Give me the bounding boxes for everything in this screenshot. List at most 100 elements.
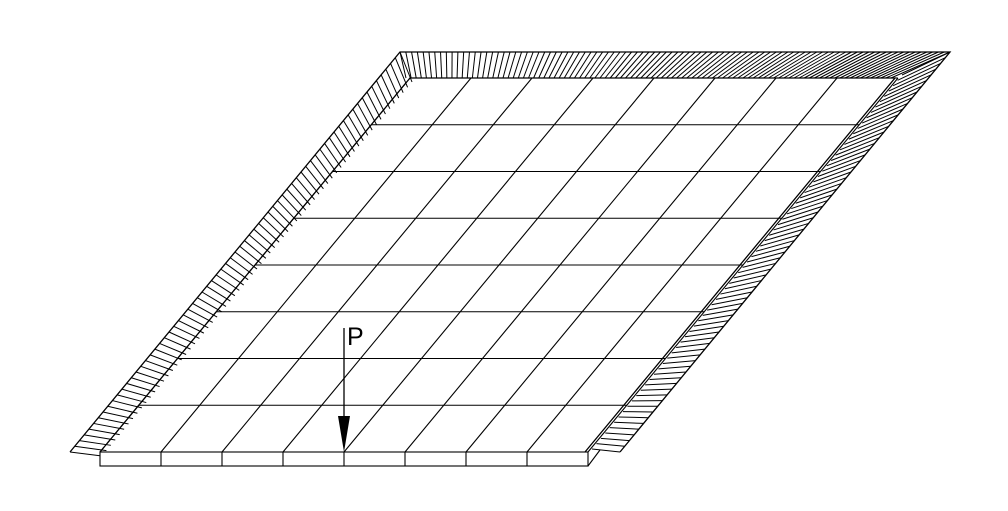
hatch-line-right <box>795 188 838 204</box>
hatch-line-top <box>742 51 783 79</box>
hatch-line-top <box>620 51 644 79</box>
hatch-line-top <box>399 51 407 79</box>
support-hatching <box>69 51 951 457</box>
hatch-line-top <box>875 51 933 79</box>
hatch-line-top <box>686 51 719 79</box>
hatch-line-right <box>808 171 852 188</box>
hatch-line-top <box>717 51 754 79</box>
hatch-line-right <box>658 365 691 370</box>
hatch-line-top <box>870 51 928 79</box>
hatch-line-top <box>461 51 465 79</box>
hatch-line-right <box>892 62 941 87</box>
plate-left-edge-dashed <box>99 77 411 453</box>
hatch-line-right <box>897 57 946 81</box>
hatch-line-top <box>528 51 540 79</box>
hatch-line-top <box>411 51 417 79</box>
hatch-line-top <box>614 51 638 79</box>
hatch-line-top <box>778 51 823 79</box>
hatch-line-right <box>888 68 937 92</box>
hatch-line-top <box>757 51 800 79</box>
hatch-line-top <box>640 51 667 79</box>
hatch-line-top <box>466 51 470 79</box>
hatch-line-right <box>813 165 856 183</box>
hatch-line-top <box>422 51 427 79</box>
hatch-line-right <box>605 432 635 436</box>
hatch-line-top <box>752 51 794 79</box>
hatch-line-top <box>732 51 771 79</box>
hatch-line-top <box>671 51 702 79</box>
load-label: P <box>347 323 364 351</box>
hatch-line-left <box>69 451 103 457</box>
hatch-line-right <box>746 251 786 263</box>
hatch-line-top <box>548 51 563 79</box>
plate-edge-strip <box>99 449 601 467</box>
hatch-line-right <box>835 137 880 156</box>
hatch-line-right <box>738 262 776 274</box>
hatch-line-top <box>722 51 760 79</box>
hatch-line-top <box>416 51 422 79</box>
hatch-line-top <box>428 51 433 79</box>
hatch-line-top <box>865 51 922 79</box>
hatch-line-top <box>645 51 673 79</box>
hatch-line-top <box>747 51 789 79</box>
hatch-line-right <box>724 280 762 290</box>
hatch-line-top <box>482 51 488 79</box>
hatch-line-right <box>782 205 823 220</box>
hatch-line-right <box>702 308 738 316</box>
hatch-line-right <box>636 394 668 397</box>
hatch-line-top <box>706 51 742 79</box>
hatch-line-right <box>857 108 904 129</box>
hatch-line-right <box>720 285 757 295</box>
support-outer-edge <box>69 51 952 453</box>
mesh-column-line <box>343 77 655 453</box>
hatch-line-top <box>824 51 875 79</box>
hatch-line-right <box>848 120 894 140</box>
hatch-line-top <box>533 51 546 79</box>
hatch-line-top <box>737 51 777 79</box>
hatch-line-top <box>405 51 412 79</box>
mesh-column-line <box>221 77 533 453</box>
hatch-line-right <box>733 268 771 279</box>
hatch-line-top <box>558 51 575 79</box>
mesh-column-line <box>465 77 777 453</box>
hatch-line-top <box>666 51 696 79</box>
hatch-line-top <box>696 51 731 79</box>
hatch-line-right <box>764 228 804 242</box>
hatch-line-top <box>691 51 725 79</box>
hatch-line-top <box>574 51 592 79</box>
hatch-line-right <box>591 448 621 453</box>
hatch-line-right <box>671 348 705 354</box>
hatch-line-top <box>829 51 881 79</box>
hatch-line-top <box>563 51 580 79</box>
mesh-column-line <box>282 77 594 453</box>
hatch-line-top <box>445 51 448 79</box>
hatch-line-top <box>727 51 766 79</box>
hatch-line-right <box>901 51 951 76</box>
hatch-line-right <box>773 217 814 231</box>
hatch-line-right <box>760 234 800 247</box>
plate-side-strip <box>587 449 601 467</box>
hatch-line-top <box>609 51 632 79</box>
hatch-line-top <box>783 51 829 79</box>
hatch-line-right <box>879 80 927 103</box>
mesh-column-line <box>587 77 899 453</box>
hatch-line-right <box>684 331 720 338</box>
hatch-line-left <box>399 51 413 83</box>
hatch-line-top <box>589 51 609 79</box>
hatch-line-right <box>768 222 809 236</box>
hatch-line-top <box>650 51 679 79</box>
hatch-line-right <box>698 314 734 322</box>
hatch-line-top <box>681 51 713 79</box>
hatch-line-right <box>715 291 753 300</box>
hatch-line-top <box>604 51 627 79</box>
hatch-line-right <box>791 194 833 210</box>
hatch-line-top <box>788 51 835 79</box>
hatch-line-top <box>885 51 945 79</box>
hatch-line-right <box>653 371 687 375</box>
mesh-column-line <box>160 77 472 453</box>
hatch-line-top <box>809 51 858 79</box>
hatch-line-right <box>662 360 696 365</box>
hatch-line-right <box>870 91 918 113</box>
hatch-line-right <box>884 74 932 97</box>
